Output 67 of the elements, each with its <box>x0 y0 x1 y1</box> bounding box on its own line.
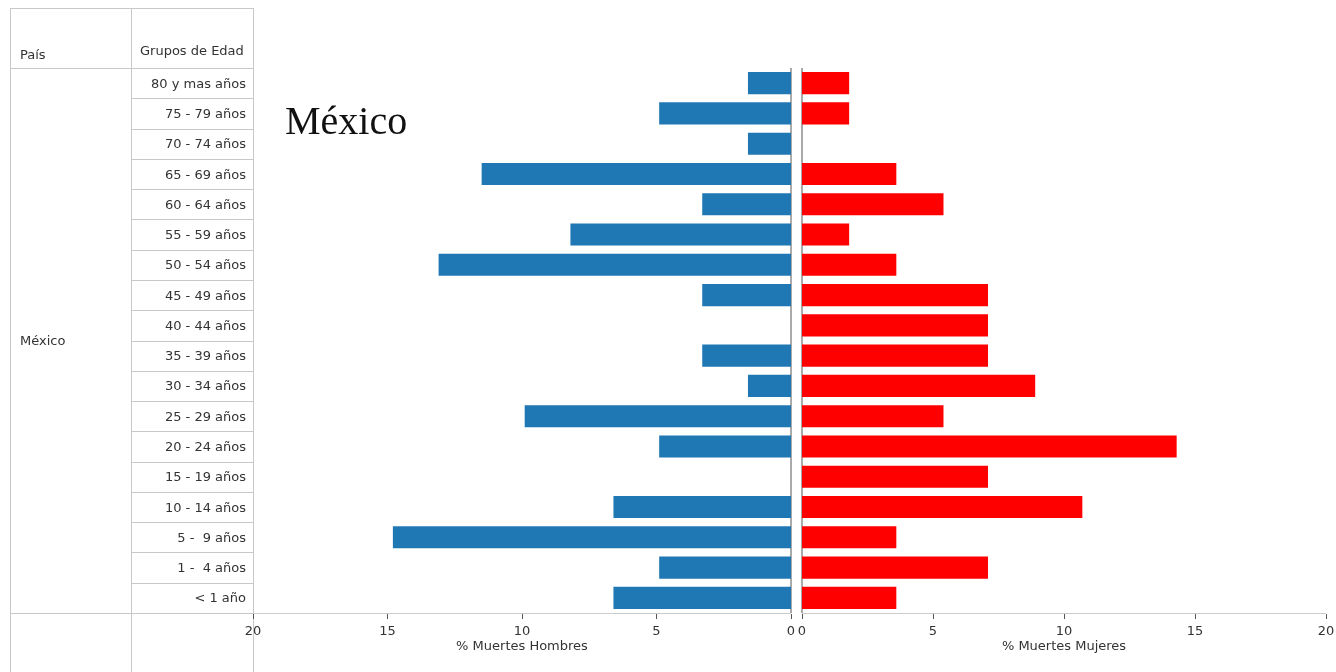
bar <box>802 556 989 579</box>
text: País <box>20 47 46 62</box>
bar <box>802 344 989 367</box>
x-tick-label: 20 <box>244 622 262 638</box>
y-tick-label: 55 - 59 años <box>164 227 247 243</box>
bar <box>802 586 897 609</box>
bar <box>747 132 791 155</box>
bar <box>747 374 791 397</box>
bar <box>802 435 1177 458</box>
bar <box>802 495 1083 519</box>
bar <box>702 344 791 367</box>
y-tick-label: 50 - 54 años <box>164 257 247 273</box>
bar <box>659 102 791 125</box>
y-tick-label: 10 - 14 años <box>164 499 247 515</box>
y-tick-label: 75 - 79 años <box>164 105 247 121</box>
bar <box>613 495 791 519</box>
bar <box>802 193 944 216</box>
y-tick-label: 20 - 24 años <box>164 439 247 455</box>
bar <box>802 162 897 186</box>
x-tick-label: 15 <box>1186 622 1204 638</box>
bar <box>702 284 791 307</box>
bar <box>802 314 989 337</box>
x-tick-label: 20 <box>1317 622 1335 638</box>
y-tick-label: 65 - 69 años <box>164 166 247 182</box>
bar <box>438 253 791 276</box>
bar <box>659 435 791 458</box>
x-tick-label: 10 <box>513 622 531 638</box>
bar <box>802 405 944 428</box>
bar <box>802 374 1036 397</box>
bar <box>747 72 791 95</box>
bar <box>570 223 791 246</box>
x-tick-label: 0 <box>786 622 796 638</box>
bar <box>659 556 791 579</box>
text: México <box>20 333 66 348</box>
bar <box>524 405 791 428</box>
y-tick-label: < 1 año <box>194 590 247 606</box>
bar <box>392 526 791 549</box>
y-tick-label: 60 - 64 años <box>164 196 247 212</box>
bar <box>802 465 989 488</box>
x-axis-title: % Muertes Hombres <box>456 638 589 654</box>
y-tick-label: 5 - 9 años <box>177 529 247 545</box>
bar <box>481 162 791 186</box>
bar <box>802 223 850 246</box>
y-tick-label: 30 - 34 años <box>164 378 247 394</box>
bar <box>702 193 791 216</box>
y-tick-label: 40 - 44 años <box>164 317 247 333</box>
y-tick-label: 1 - 4 años <box>177 560 247 576</box>
y-tick-label: 15 - 19 años <box>164 469 247 485</box>
bar <box>802 526 897 549</box>
x-tick-label: 10 <box>1055 622 1073 638</box>
bar <box>802 102 850 125</box>
bar <box>802 284 989 307</box>
x-tick-label: 0 <box>797 622 807 638</box>
y-tick-label: 70 - 74 años <box>164 136 247 152</box>
x-tick-label: 5 <box>652 622 661 638</box>
y-tick-label: 45 - 49 años <box>164 287 247 303</box>
y-tick-label: 25 - 29 años <box>164 408 247 424</box>
y-axis-title: Grupos de Edad <box>140 43 244 58</box>
x-tick-label: 5 <box>928 622 938 638</box>
x-axis-title: % Muertes Mujeres <box>1001 638 1127 654</box>
y-tick-label: 35 - 39 años <box>164 348 247 364</box>
x-tick-label: 15 <box>379 622 396 638</box>
bar <box>802 253 897 276</box>
bar <box>613 586 791 609</box>
y-tick-label: 80 y mas años <box>151 75 247 91</box>
bar <box>802 72 850 95</box>
text: México <box>285 98 408 143</box>
